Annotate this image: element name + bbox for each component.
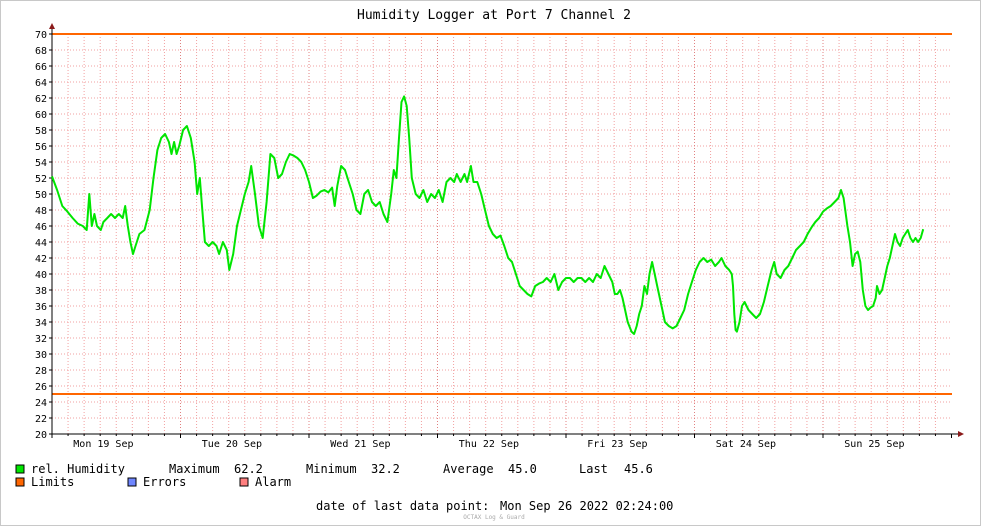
y-tick-label: 54: [35, 158, 47, 169]
legend-swatch-errors: [127, 477, 137, 487]
y-tick-label: 38: [35, 286, 47, 297]
y-tick-label: 56: [35, 142, 47, 153]
y-tick-label: 60: [35, 110, 47, 121]
limit-lines: [52, 33, 952, 395]
y-tick-label: 48: [35, 206, 47, 217]
y-tick-label: 58: [35, 126, 47, 137]
grid: [52, 33, 952, 435]
legend-maximum-value: 62.2: [234, 462, 263, 476]
y-tick-label: 70: [35, 30, 47, 41]
x-tick-label: Wed 21 Sep: [330, 439, 390, 450]
legend-swatch-alarm: [239, 477, 249, 487]
y-tick-label: 34: [35, 318, 47, 329]
x-tick-label: Fri 23 Sep: [587, 439, 647, 450]
legend-minimum-label: Minimum: [306, 462, 357, 476]
legend-last-value: 45.6: [624, 462, 653, 476]
y-tick-label: 68: [35, 46, 47, 57]
y-tick-label: 36: [35, 302, 47, 313]
legend-swatch-humidity: [15, 464, 25, 474]
series-layer: [51, 95, 925, 335]
x-tick-label: Tue 20 Sep: [202, 439, 262, 450]
y-tick-label: 64: [35, 78, 47, 89]
y-tick-label: 40: [35, 270, 47, 281]
x-axis-arrow: [958, 431, 964, 437]
legend-swatch-limits: [15, 477, 25, 487]
legend-errors-label: Errors: [143, 475, 186, 489]
y-tick-label: 20: [35, 430, 47, 441]
y-tick-label: 44: [35, 238, 47, 249]
y-tick-label: 66: [35, 62, 47, 73]
y-tick-label: 26: [35, 382, 47, 393]
y-tick-label: 30: [35, 350, 47, 361]
x-tick-label: Sat 24 Sep: [716, 439, 776, 450]
legend-last-label: Last: [579, 462, 608, 476]
legend-average-label: Average: [443, 462, 494, 476]
y-tick-label: 28: [35, 366, 47, 377]
legend-humidity-label: rel. Humidity: [31, 462, 125, 476]
legend-limits-label: Limits: [31, 475, 74, 489]
y-axis-ticks: 20 22 24 26 28 30 32 34 36 38 40 42 44 46 48 50 52 54 56 58…: [35, 30, 52, 441]
watermark: OCTAX Log & Guard: [463, 514, 525, 521]
y-tick-label: 52: [35, 174, 47, 185]
y-tick-label: 22: [35, 414, 47, 425]
series-line-humidity: [51, 95, 925, 335]
y-tick-label: 46: [35, 222, 47, 233]
chart-title: Humidity Logger at Port 7 Channel 2: [357, 8, 631, 23]
legend-minimum-value: 32.2: [371, 462, 400, 476]
x-tick-label: Thu 22 Sep: [459, 439, 519, 450]
y-tick-label: 24: [35, 398, 47, 409]
legend-maximum-label: Maximum: [169, 462, 220, 476]
x-tick-label: Mon 19 Sep: [73, 439, 133, 450]
x-axis-ticks: Mon 19 Sep Tue 20 Sep Wed 21 Sep Thu 22 Sep…: [51, 434, 952, 450]
axes: [49, 23, 964, 437]
legend-alarm-label: Alarm: [255, 475, 291, 489]
y-tick-label: 32: [35, 334, 47, 345]
legend-average-value: 45.0: [508, 462, 537, 476]
y-tick-label: 50: [35, 190, 47, 201]
y-axis-arrow: [49, 23, 55, 29]
x-tick-label: Sun 25 Sep: [844, 439, 904, 450]
last-point-value: Mon Sep 26 2022 02:24:00: [500, 499, 673, 513]
y-tick-label: 42: [35, 254, 47, 265]
y-tick-label: 62: [35, 94, 47, 105]
last-point-label: date of last data point:: [316, 499, 489, 513]
